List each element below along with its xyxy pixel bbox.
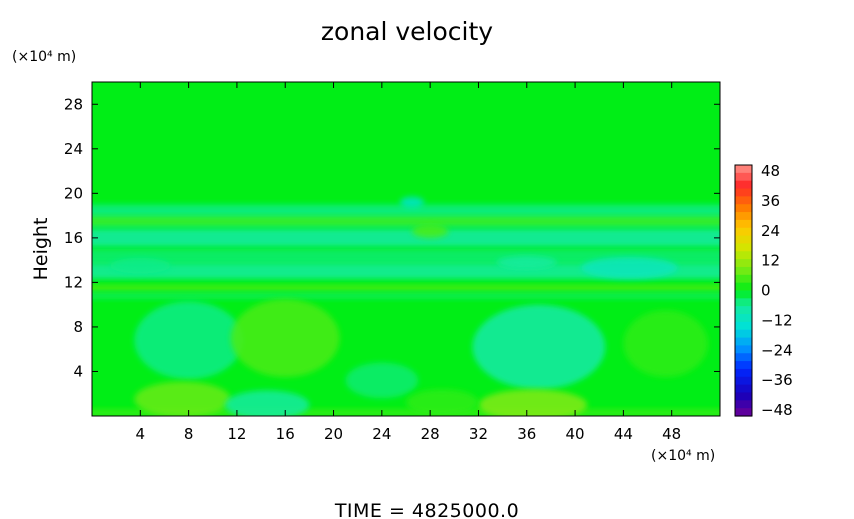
colorbar-cell	[735, 400, 752, 409]
colorbar-cell	[735, 172, 752, 182]
x-tick-label: 24	[372, 425, 391, 443]
colorbar-cell	[735, 298, 752, 307]
colorbar-cell	[735, 282, 752, 292]
x-tick-label: 16	[276, 425, 295, 443]
colorbar-cell	[735, 266, 752, 276]
colorbar-cell	[735, 259, 752, 268]
colorbar-cell	[735, 180, 752, 190]
colorbar-cell	[735, 392, 752, 401]
velocity-band	[92, 263, 720, 280]
velocity-cell	[623, 310, 708, 378]
colorbar-cell	[735, 368, 752, 378]
colorbar-tick-label: 24	[761, 222, 780, 240]
colorbar-cell	[735, 337, 752, 347]
colorbar-cell	[735, 196, 752, 205]
y-tick-label: 8	[73, 318, 83, 336]
colorbar-cell	[735, 353, 752, 362]
colorbar-cell	[735, 306, 752, 315]
colorbar-cell	[735, 251, 752, 260]
velocity-cell	[110, 257, 171, 274]
colorbar-cell	[735, 274, 752, 284]
colorbar-tick-label: −24	[761, 341, 793, 359]
colorbar: 48 36 24 12 0 −12 −24 −36 −48	[734, 162, 793, 419]
colorbar-cell	[735, 227, 752, 237]
x-tick-label: 4	[136, 425, 146, 443]
colorbar-cell	[735, 219, 752, 229]
x-tick-label: 40	[566, 425, 585, 443]
colorbar-tick-label: 48	[761, 162, 780, 180]
velocity-cell	[496, 255, 557, 270]
x-axis: 4 8 12 16 20 24 28 32 36 40 44 48	[136, 82, 681, 443]
y-axis-label: Height	[30, 218, 52, 281]
x-tick-label: 12	[227, 425, 246, 443]
colorbar-tick-label: 0	[761, 282, 771, 300]
colorbar-scale	[735, 165, 752, 417]
colorbar-tick-label: −36	[761, 371, 793, 389]
y-tick-label: 24	[64, 140, 83, 158]
velocity-cell	[134, 381, 231, 416]
colorbar-cell	[735, 235, 752, 245]
velocity-cell	[399, 196, 425, 208]
velocity-cell	[134, 301, 243, 380]
velocity-cell	[581, 256, 678, 280]
colorbar-cell	[735, 212, 752, 221]
colorbar-cell	[735, 376, 752, 386]
y-axis-units: (×10⁴ m)	[12, 49, 76, 65]
velocity-band	[92, 228, 720, 247]
colorbar-cell	[735, 290, 752, 299]
x-axis-units: (×10⁴ m)	[651, 448, 715, 464]
colorbar-tick-label: −12	[761, 311, 793, 329]
colorbar-cell	[735, 243, 752, 252]
colorbar-cell	[735, 408, 752, 417]
plot-frame	[91, 81, 721, 417]
colorbar-tick-label: −48	[761, 401, 793, 419]
colorbar-cell	[735, 345, 752, 354]
plot-area	[91, 81, 721, 417]
y-tick-label: 28	[64, 95, 83, 113]
velocity-cell	[406, 389, 479, 416]
x-tick-label: 36	[517, 425, 536, 443]
velocity-cell	[345, 362, 419, 399]
x-tick-label: 20	[324, 425, 343, 443]
colorbar-tick-label: 36	[761, 192, 780, 210]
y-axis: 4 8 12 16 20 24 28	[64, 95, 720, 380]
colorbar-cell	[735, 204, 752, 213]
colorbar-cell	[735, 321, 752, 331]
colorbar-cell	[735, 188, 752, 197]
colorbar-frame	[734, 164, 753, 417]
velocity-band	[92, 292, 720, 300]
velocity-band	[92, 409, 720, 416]
colorbar-labels: 48 36 24 12 0 −12 −24 −36 −48	[761, 162, 793, 419]
colorbar-cell	[735, 384, 752, 394]
colorbar-cell	[735, 329, 752, 339]
x-tick-label: 8	[184, 425, 194, 443]
chart-title: zonal velocity	[321, 17, 493, 46]
x-tick-label: 28	[421, 425, 440, 443]
colorbar-cell	[735, 314, 752, 323]
colorbar-cell	[735, 361, 752, 370]
velocity-cell	[412, 224, 449, 238]
velocity-cell	[478, 389, 588, 416]
velocity-band	[92, 216, 720, 226]
time-label: TIME = 4825000.0	[334, 500, 519, 519]
y-tick-label: 12	[64, 273, 83, 291]
velocity-band	[92, 249, 720, 265]
y-tick-label: 4	[73, 362, 83, 380]
velocity-cell	[230, 299, 340, 378]
velocity-cell	[472, 304, 606, 390]
colorbar-cell	[735, 165, 752, 174]
y-tick-label: 20	[64, 184, 83, 202]
y-tick-label: 16	[64, 229, 83, 247]
x-tick-label: 32	[469, 425, 488, 443]
x-tick-label: 48	[662, 425, 681, 443]
velocity-band	[92, 285, 720, 291]
colorbar-tick-label: 12	[761, 252, 780, 270]
velocity-cell	[224, 390, 310, 416]
x-tick-label: 44	[614, 425, 633, 443]
velocity-field	[92, 196, 720, 416]
